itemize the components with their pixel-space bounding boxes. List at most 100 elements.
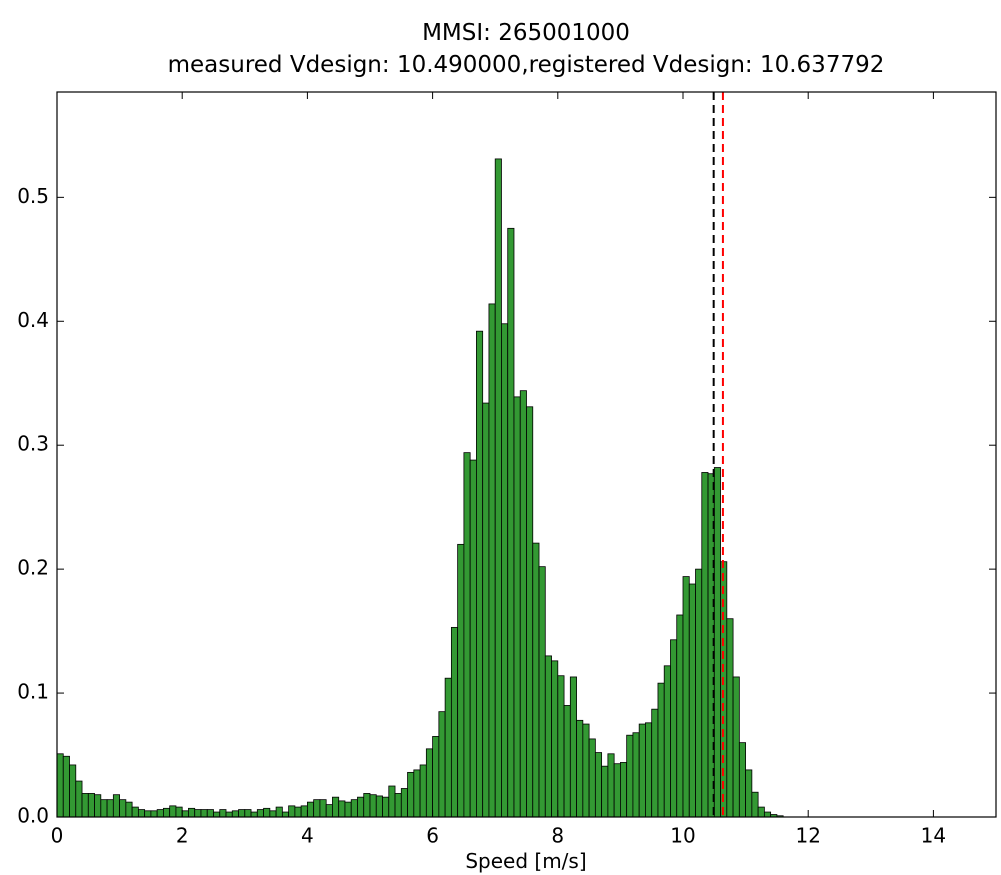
bar: [125, 801, 133, 818]
bar: [695, 568, 703, 818]
bar: [175, 806, 183, 818]
bar: [181, 810, 189, 818]
bar: [532, 542, 540, 818]
bar: [144, 810, 152, 818]
bar: [501, 323, 509, 818]
bar: [638, 723, 646, 818]
bar: [62, 755, 70, 818]
bar: [682, 576, 690, 818]
bar: [394, 793, 402, 818]
bar: [688, 583, 696, 818]
bar: [582, 723, 590, 818]
x-tick-label: 10: [670, 824, 695, 848]
bar: [676, 614, 684, 818]
y-tick-label: 0.3: [17, 432, 49, 456]
bar: [163, 807, 171, 818]
bar: [726, 618, 734, 818]
bar: [569, 676, 577, 818]
bar: [250, 811, 258, 818]
x-axis-label: Speed [m/s]: [465, 849, 586, 873]
bar: [275, 806, 283, 818]
bar: [194, 809, 202, 818]
bar: [94, 794, 102, 818]
bar: [238, 809, 246, 818]
bar: [438, 711, 446, 818]
bar: [701, 472, 709, 818]
x-tick-label: 12: [795, 824, 820, 848]
bar: [75, 780, 83, 818]
bar: [281, 811, 290, 818]
bar: [306, 801, 315, 818]
bar: [588, 738, 596, 818]
bar: [563, 705, 571, 818]
bar: [69, 764, 77, 818]
bar: [188, 807, 196, 818]
bar: [494, 158, 502, 818]
bar: [551, 660, 559, 818]
plot-frame: [56, 91, 997, 818]
bar: [519, 390, 527, 818]
bar: [713, 467, 721, 818]
bar: [313, 799, 321, 818]
bar: [620, 762, 628, 818]
bar: [751, 791, 759, 818]
bar: [482, 402, 490, 818]
bar: [738, 742, 747, 818]
bar: [432, 736, 440, 818]
bar: [219, 809, 227, 818]
bar: [425, 748, 433, 818]
bar: [225, 811, 233, 818]
bar: [745, 769, 753, 818]
bar: [56, 753, 64, 818]
bar: [476, 330, 484, 818]
bar: [444, 677, 452, 818]
bar: [300, 805, 308, 818]
bar: [325, 804, 333, 818]
bar: [413, 769, 421, 818]
x-tick-label: 8: [551, 824, 564, 848]
bar: [613, 763, 621, 818]
bar: [507, 227, 515, 818]
bar: [294, 806, 302, 818]
bar: [131, 806, 139, 818]
bar: [81, 793, 89, 818]
bar: [382, 796, 390, 818]
bar: [357, 796, 365, 818]
bar: [112, 794, 120, 818]
bar: [594, 752, 603, 818]
bar: [119, 799, 127, 818]
bar: [645, 722, 653, 818]
bar: [670, 639, 678, 818]
bar: [632, 732, 640, 818]
bar: [244, 809, 252, 818]
bar: [663, 665, 671, 818]
x-tick-label: 0: [51, 824, 64, 848]
bar: [338, 800, 346, 818]
bar: [757, 806, 765, 818]
bar: [626, 734, 634, 818]
bar: [450, 626, 459, 818]
bar: [206, 809, 214, 818]
bar: [538, 566, 546, 818]
bar: [526, 406, 534, 818]
bar: [419, 764, 427, 818]
bar: [763, 811, 772, 818]
bar: [150, 810, 158, 818]
x-tick-label: 14: [921, 824, 946, 848]
bar: [137, 809, 146, 818]
bar: [657, 682, 665, 818]
y-tick-label: 0.4: [17, 308, 49, 332]
x-tick-label: 4: [301, 824, 314, 848]
bar: [256, 809, 264, 818]
bar: [156, 809, 164, 818]
bar: [200, 809, 208, 818]
bar: [344, 801, 352, 818]
bar: [363, 793, 371, 818]
bar: [106, 799, 114, 818]
x-tick-label: 6: [426, 824, 439, 848]
bar: [607, 753, 615, 818]
bar: [407, 771, 415, 818]
bar: [400, 788, 408, 818]
